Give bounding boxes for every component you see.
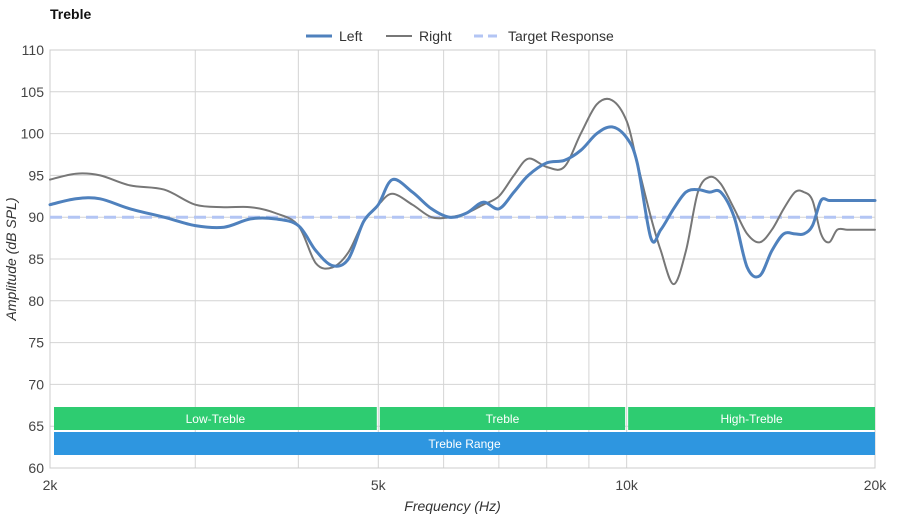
y-tick-label: 95 [28,167,44,183]
range-band-label: Treble [486,412,520,426]
data-series [48,97,877,286]
y-tick-label: 105 [21,84,45,100]
plot-border [49,49,876,469]
y-axis-title: Amplitude (dB SPL) [3,198,19,322]
x-tick-label: 2k [43,477,59,493]
legend-label-left: Left [339,28,362,44]
y-tick-label: 85 [28,251,44,267]
y-tick-label: 70 [28,376,44,392]
left-series-line [48,125,877,279]
grid-lines [49,49,876,469]
range-band [54,432,875,455]
x-tick-label: 20k [864,477,888,493]
chart-title: Treble [50,6,92,22]
y-tick-label: 75 [28,335,44,351]
y-tick-label: 90 [28,209,44,225]
y-tick-label: 100 [21,126,45,142]
x-tick-label: 5k [371,477,387,493]
legend[interactable]: Left Right Target Response [306,28,614,44]
y-tick-label: 65 [28,418,44,434]
range-band-label: High-Treble [720,412,783,426]
range-band [379,407,626,430]
y-tick-label: 110 [22,42,45,58]
frequency-range-bands: Low-Treble Treble High-Treble Treble Range [54,407,875,455]
legend-label-target-response: Target Response [508,28,614,44]
right-series-line [49,97,876,286]
range-band-label: Treble Range [428,437,501,451]
y-tick-label: 80 [28,293,44,309]
legend-label-right: Right [419,28,452,44]
x-axis-title: Frequency (Hz) [404,498,500,514]
range-band [628,407,875,430]
x-tick-label: 10k [615,477,639,493]
y-tick-label: 60 [28,460,44,476]
range-band-label: Low-Treble [186,412,246,426]
axes: 60 65 70 75 80 85 90 95 100 105 110 2k 5k 10k 20k [21,42,888,493]
range-band [54,407,377,430]
